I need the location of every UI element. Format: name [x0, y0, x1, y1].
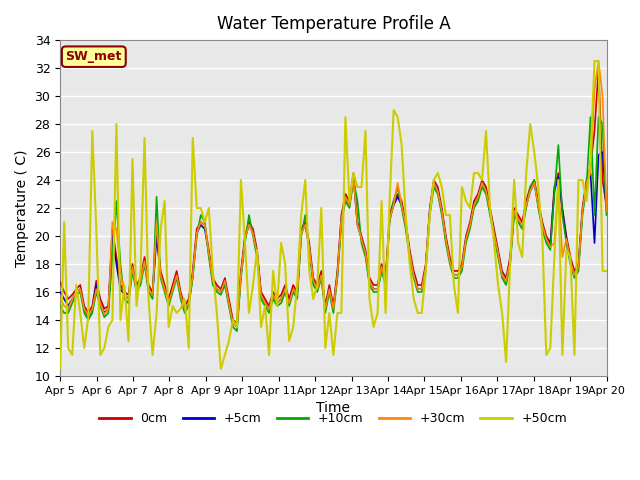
Y-axis label: Temperature ( C): Temperature ( C)	[15, 149, 29, 267]
Legend: 0cm, +5cm, +10cm, +30cm, +50cm: 0cm, +5cm, +10cm, +30cm, +50cm	[94, 407, 572, 430]
X-axis label: Time: Time	[316, 401, 350, 415]
Title: Water Temperature Profile A: Water Temperature Profile A	[216, 15, 450, 33]
Text: SW_met: SW_met	[66, 50, 122, 63]
